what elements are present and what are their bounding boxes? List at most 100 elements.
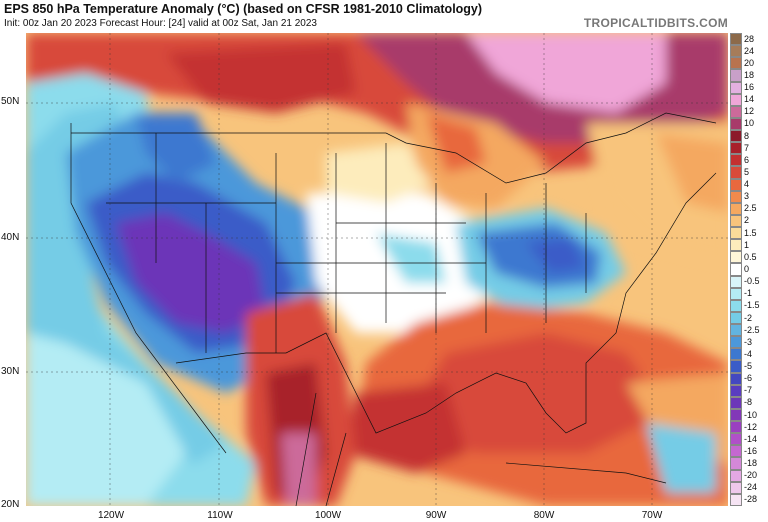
chart-subtitle: Init: 00z Jan 20 2023 Forecast Hour: [24… xyxy=(4,18,317,29)
colorbar-row: -6 xyxy=(730,372,766,385)
colorbar-row: -28 xyxy=(730,493,766,506)
colorbar-swatch xyxy=(730,324,742,337)
colorbar-swatch xyxy=(730,493,742,506)
colorbar-label: 8 xyxy=(744,130,750,141)
colorbar-row: -4 xyxy=(730,348,766,361)
colorbar-label: -3 xyxy=(744,336,753,347)
colorbar-swatch xyxy=(730,384,742,397)
mexico-coastline xyxy=(295,392,347,506)
colorbar-label: 1.5 xyxy=(744,227,757,238)
colorbar-swatch xyxy=(730,433,742,446)
colorbar-label: 14 xyxy=(744,94,755,105)
southwest-ocean-pale xyxy=(26,333,186,506)
colorbar-label: 0 xyxy=(744,263,750,274)
lon-label-100w: 100W xyxy=(314,510,342,521)
cuba-outline xyxy=(505,462,667,484)
colorbar-swatch xyxy=(730,142,742,155)
colorbar-row: -20 xyxy=(730,469,766,482)
colorbar-swatch xyxy=(730,93,742,106)
colorbar-row: -3 xyxy=(730,336,766,349)
gulf-warm-region xyxy=(346,383,466,473)
colorbar-label: -4 xyxy=(744,348,753,359)
colorbar-row: 2 xyxy=(730,214,766,228)
colorbar-swatch xyxy=(730,481,742,494)
lon-label-90w: 90W xyxy=(425,510,447,521)
colorbar-swatch xyxy=(730,57,742,70)
colorbar-swatch xyxy=(730,421,742,434)
dakotas-pale xyxy=(326,143,436,203)
colorbar-label: 18 xyxy=(744,69,755,80)
colorbar-swatch xyxy=(730,263,742,276)
colorbar-row: -8 xyxy=(730,396,766,409)
colorbar-label: -2.5 xyxy=(744,324,760,335)
colorbar-label: -1.5 xyxy=(744,300,760,311)
colorbar-label: 4 xyxy=(744,179,750,190)
colorbar-label: -14 xyxy=(744,433,758,444)
colorbar-row: 20 xyxy=(730,57,766,70)
colorbar-label: 10 xyxy=(744,118,755,129)
colorbar-swatch xyxy=(730,396,742,409)
colorbar-swatch xyxy=(730,251,742,264)
colorbar-swatch xyxy=(730,190,742,203)
lon-label-80w: 80W xyxy=(533,510,555,521)
colorbar-row: -2.5 xyxy=(730,324,766,337)
colorbar-label: -20 xyxy=(744,470,758,481)
colorbar-label: -0.5 xyxy=(744,276,760,287)
lon-label-120w: 120W xyxy=(97,510,125,521)
colorbar-label: -1 xyxy=(744,288,753,299)
colorbar-label: 24 xyxy=(744,45,755,56)
colorbar-row: 8 xyxy=(730,130,766,143)
colorbar-row: -10 xyxy=(730,408,766,422)
anomaly-field xyxy=(26,33,728,506)
colorbar-row: 7 xyxy=(730,142,766,155)
colorbar-row: -1 xyxy=(730,287,766,300)
colorbar-swatch xyxy=(730,33,742,46)
colorbar-row: -2 xyxy=(730,311,766,325)
colorbar-row: 6 xyxy=(730,154,766,167)
colorbar-row: 12 xyxy=(730,105,766,118)
colorbar-swatch xyxy=(730,360,742,373)
lon-label-70w: 70W xyxy=(641,510,663,521)
lat-lon-grid xyxy=(26,33,728,506)
atlantic-cool-patch xyxy=(646,423,716,493)
colorbar-swatch xyxy=(730,445,742,458)
colorbar-row: -7 xyxy=(730,384,766,397)
lat-label-20n: 20N xyxy=(1,499,20,510)
colorbar-label: 5 xyxy=(744,166,750,177)
colorbar-label: 12 xyxy=(744,106,755,117)
colorbar-row: 1 xyxy=(730,239,766,252)
colorbar-swatch xyxy=(730,299,742,312)
colorbar-swatch xyxy=(730,408,742,422)
colorbar-label: -5 xyxy=(744,361,753,372)
colorbar-label: -16 xyxy=(744,445,758,456)
lat-label-40n: 40N xyxy=(1,232,20,243)
maritimes-orange xyxy=(656,133,728,213)
colorbar-row: -1.5 xyxy=(730,299,766,312)
colorbar-label: -24 xyxy=(744,482,758,493)
colorbar-swatch xyxy=(730,287,742,300)
colorbar-row: -14 xyxy=(730,433,766,446)
colorbar-row: 16 xyxy=(730,81,766,94)
west-coastline xyxy=(70,123,227,454)
boundary-lines xyxy=(70,112,717,506)
cold-pool-core xyxy=(526,238,586,273)
colorbar-label: 2.5 xyxy=(744,203,757,214)
great-basin-purple xyxy=(116,213,266,333)
colorbar-label: -8 xyxy=(744,397,753,408)
colorbar-row: 18 xyxy=(730,69,766,82)
colorbar-label: -10 xyxy=(744,409,758,420)
colorbar-swatch xyxy=(730,69,742,82)
colorbar-swatch xyxy=(730,214,742,228)
mexico-magenta-patch xyxy=(281,433,316,506)
colorbar-row: 3 xyxy=(730,190,766,203)
colorbar-swatch xyxy=(730,81,742,94)
colorbar-label: 28 xyxy=(744,33,755,44)
colorbar-row: -5 xyxy=(730,360,766,373)
colorbar-swatch xyxy=(730,372,742,385)
colorbar-swatch xyxy=(730,130,742,143)
colorbar-legend: 28 24 20 18 16 14 12 10 8 7 6 5 4 3 2.5 2 1.5 1 0.5 0 -0.5 -1… xyxy=(730,33,766,506)
colorbar-label: -2 xyxy=(744,312,753,323)
colorbar-swatch xyxy=(730,117,742,131)
colorbar-row: 5 xyxy=(730,166,766,179)
colorbar-row: 28 xyxy=(730,33,766,46)
